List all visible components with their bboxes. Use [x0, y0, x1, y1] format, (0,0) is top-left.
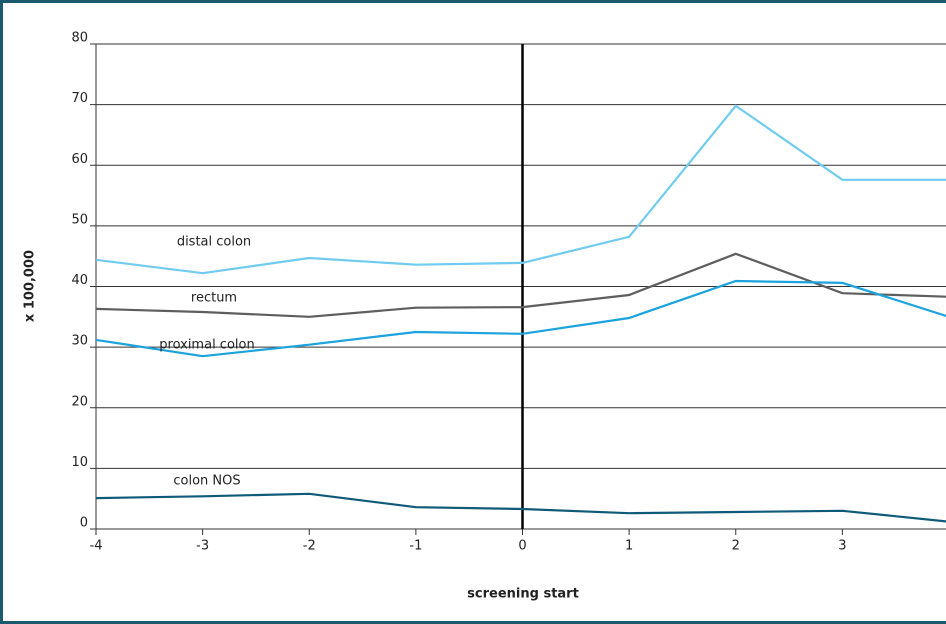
y-tick-label: 80	[71, 31, 88, 46]
y-tick-label: 60	[71, 152, 88, 167]
x-tick-label: -1	[409, 539, 422, 554]
series-label: colon NOS	[173, 474, 240, 489]
series-line	[95, 492, 946, 523]
y-tick-label: 10	[71, 455, 88, 470]
series-line	[95, 252, 946, 318]
series-line	[95, 279, 946, 358]
y-tick-label: 50	[71, 212, 88, 227]
y-tick-label: 70	[71, 91, 88, 106]
y-tick-label: 20	[71, 394, 88, 409]
series-label: rectum	[191, 291, 237, 306]
x-tick-label: 2	[732, 539, 740, 554]
y-tick-label: 40	[71, 273, 88, 288]
x-tick-label: -2	[303, 539, 316, 554]
x-axis-title: screening start	[467, 587, 579, 602]
y-tick-label: 30	[71, 334, 88, 349]
x-tick-label: -3	[196, 539, 209, 554]
y-axis-title: x 100,000	[23, 250, 38, 322]
series-label: distal colon	[177, 235, 251, 250]
x-tick-label: 0	[518, 539, 526, 554]
series-label: proximal colon	[159, 338, 254, 353]
x-tick-label: 1	[625, 539, 633, 554]
x-tick-label: 3	[838, 539, 846, 554]
series-line	[95, 104, 946, 275]
x-tick-label: -4	[90, 539, 103, 554]
y-tick-label: 0	[80, 516, 88, 531]
